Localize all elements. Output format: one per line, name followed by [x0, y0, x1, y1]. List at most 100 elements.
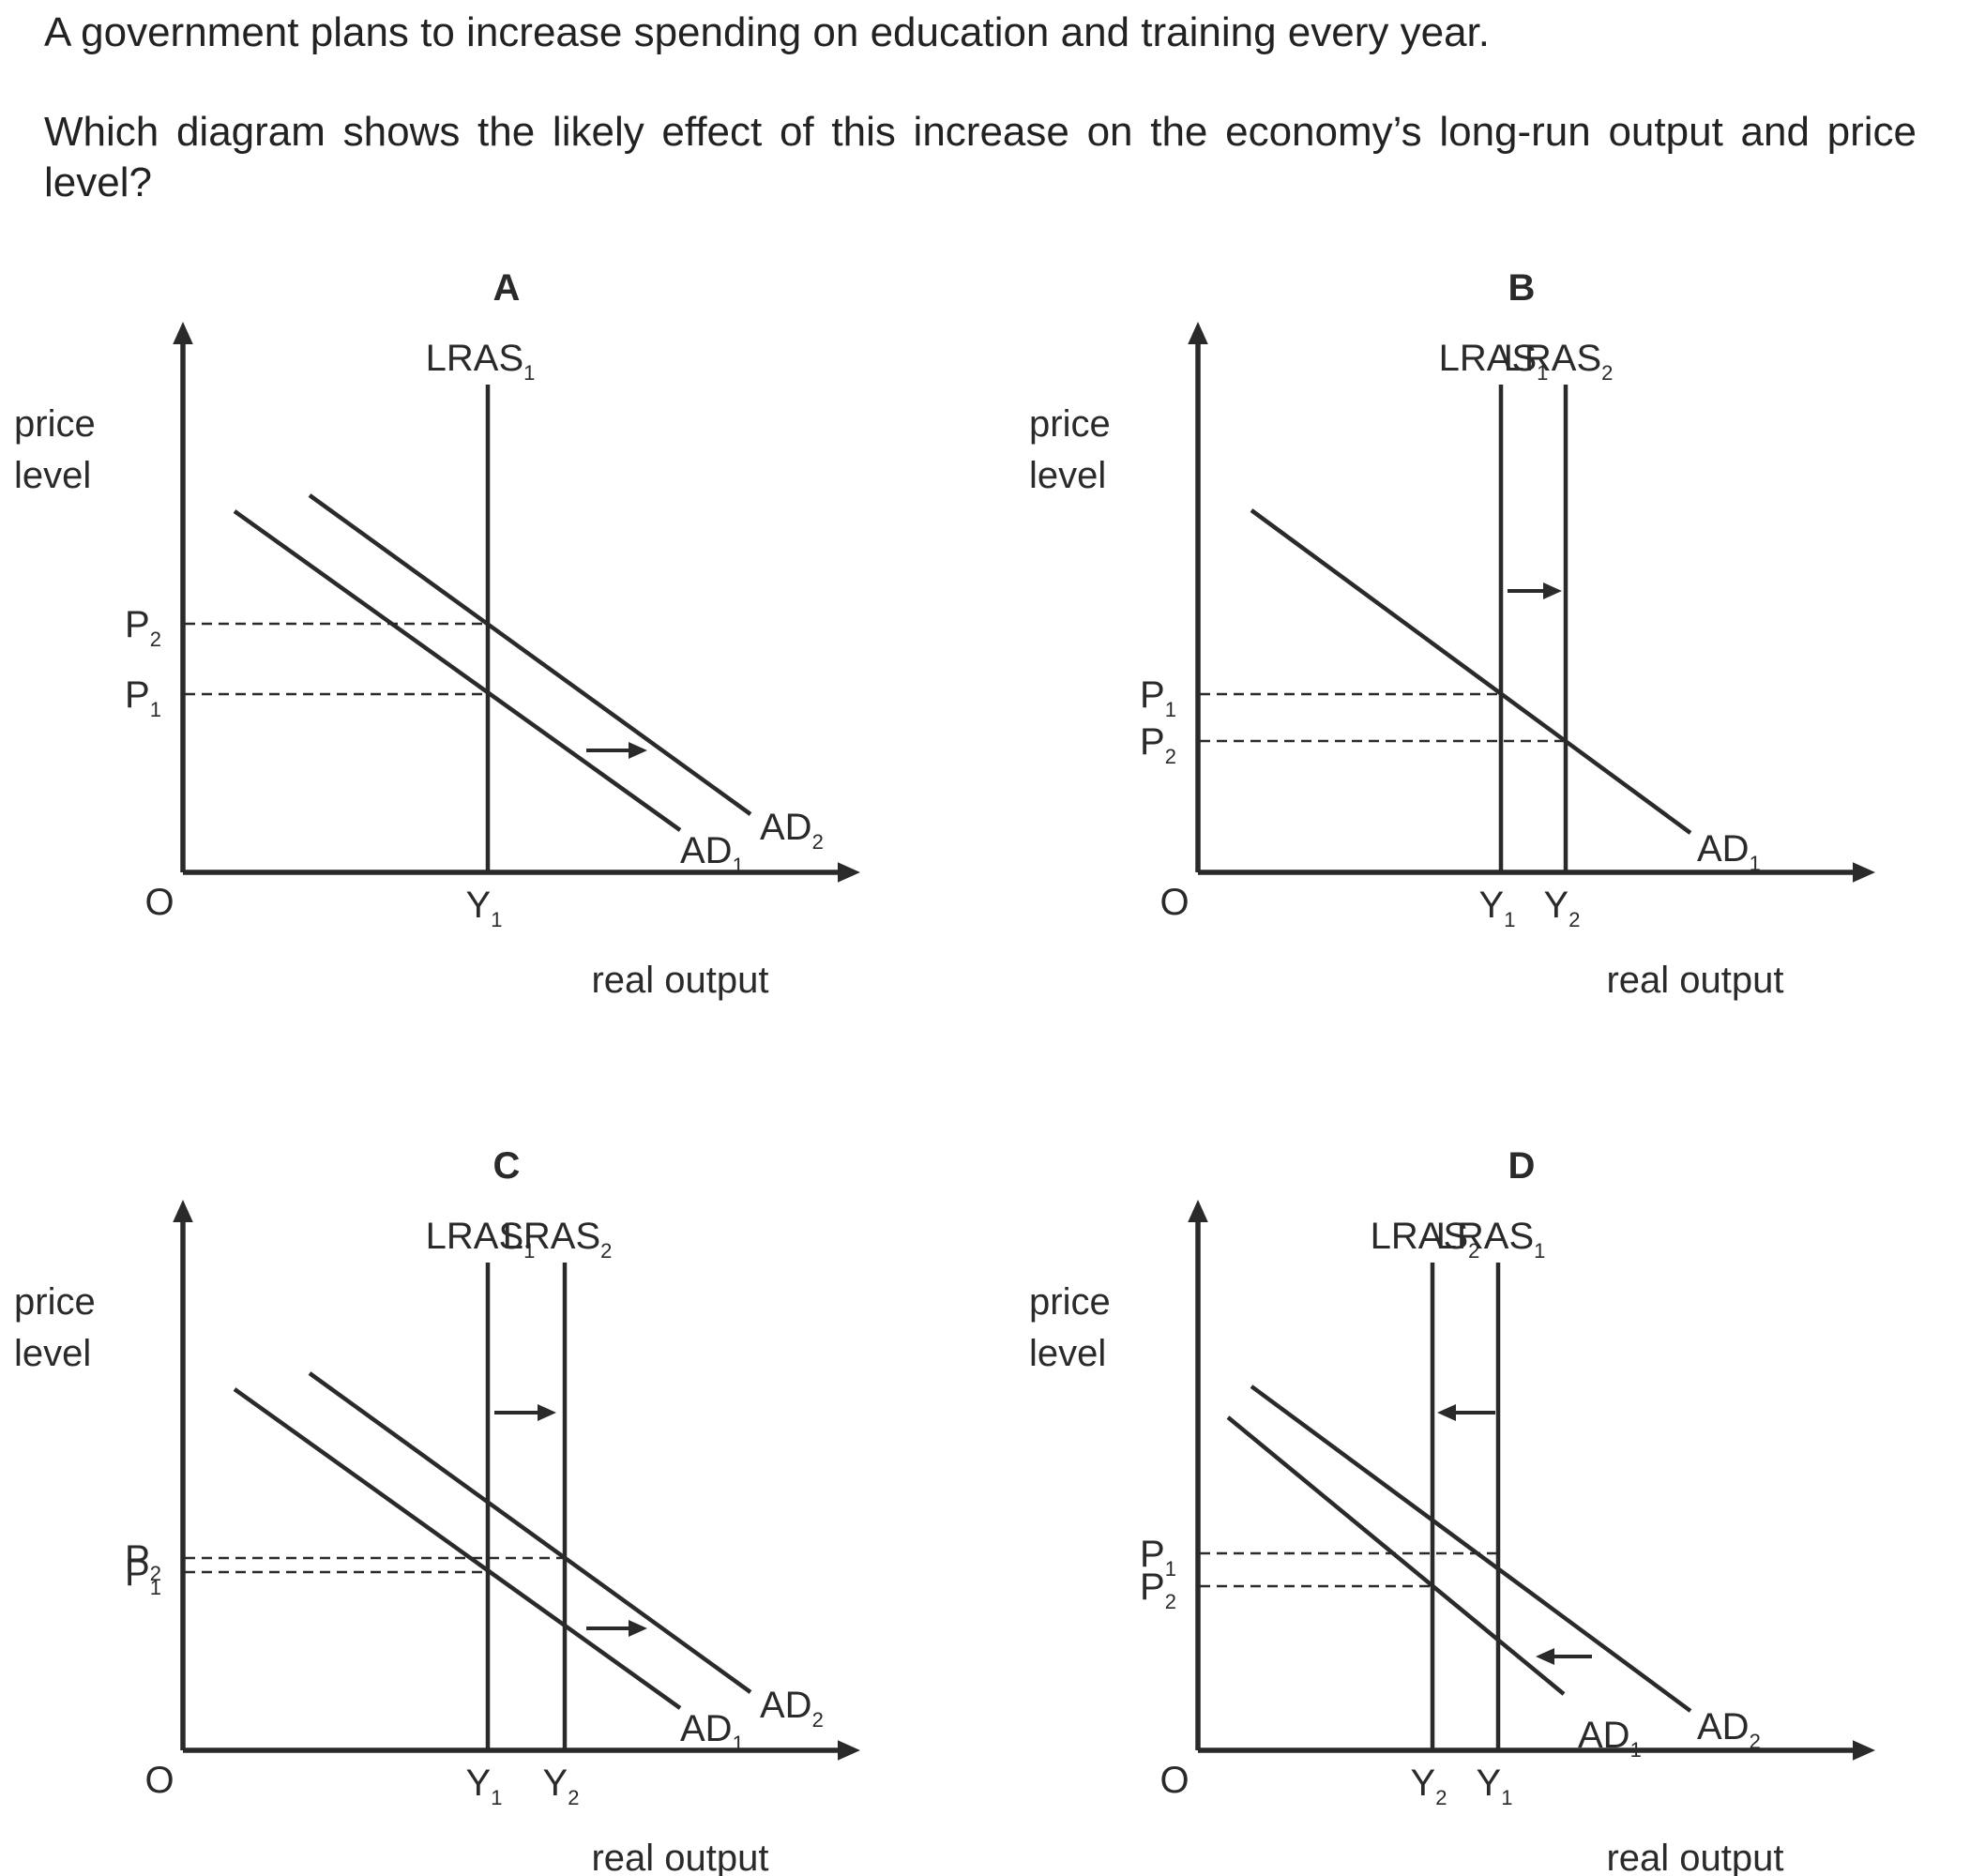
ad-label-main: AD — [1697, 828, 1750, 870]
lras-label-main: LRAS — [1504, 338, 1602, 379]
ad-label-main: AD — [1578, 1715, 1630, 1756]
output-label-subscript: 2 — [1435, 1786, 1447, 1809]
y-axis-label-line2: level — [14, 1333, 91, 1374]
output-label-subscript: 2 — [568, 1786, 579, 1809]
price-label-p2-main: P — [125, 604, 150, 645]
output-label-main: Y — [1544, 885, 1569, 926]
output-label: Y1 — [1479, 885, 1516, 931]
price-label-p1-subscript: 1 — [1165, 698, 1176, 721]
y-axis-label-line1: price — [14, 403, 96, 445]
diagram-letter: A — [493, 267, 521, 309]
price-label-p1: P1 — [1140, 1534, 1176, 1581]
price-label-p2: P2 — [1140, 1566, 1176, 1613]
x-axis-label: real output — [1606, 1838, 1783, 1876]
ad-label-subscript: 1 — [733, 1732, 744, 1755]
lras-label: LRAS1 — [1436, 1216, 1546, 1263]
ad-line — [1250, 508, 1692, 835]
y-axis-arrowhead — [173, 322, 193, 344]
shift-arrow-head — [629, 1620, 647, 1637]
origin-label: O — [144, 882, 174, 923]
question-line-1: A government plans to increase spending … — [44, 9, 1491, 55]
lras-label-subscript: 2 — [1468, 1239, 1479, 1263]
ad-label-main: AD — [680, 1708, 733, 1749]
x-axis-arrowhead — [838, 1740, 860, 1761]
output-label-subscript: 1 — [491, 1786, 502, 1809]
output-label-subscript: 1 — [1501, 1786, 1512, 1809]
y-axis-arrowhead — [1188, 1200, 1208, 1222]
output-label-subscript: 2 — [1568, 908, 1580, 931]
ad-label-subscript: 1 — [733, 854, 744, 877]
y-axis-label-line2: level — [14, 455, 91, 496]
lras-label-subscript: 2 — [600, 1239, 612, 1263]
price-label-p2-main: P — [1140, 1566, 1165, 1608]
shift-arrow — [586, 1620, 647, 1637]
ad-label: AD1 — [680, 1708, 744, 1755]
ad-label: AD1 — [1578, 1715, 1642, 1762]
ad-label-subscript: 1 — [1750, 852, 1761, 875]
origin-label: O — [144, 1760, 174, 1801]
ad-line — [308, 493, 752, 816]
y-axis-label-line2: level — [1029, 455, 1106, 496]
price-label-p2: P2 — [125, 1538, 161, 1585]
x-axis-arrowhead — [838, 862, 860, 883]
output-label-subscript: 1 — [1504, 908, 1515, 931]
ad-label-subscript: 2 — [812, 1708, 824, 1732]
price-label-p1-main: P — [1140, 1534, 1165, 1575]
ad-label-subscript: 1 — [1630, 1738, 1642, 1762]
lras-label-subscript: 1 — [1534, 1239, 1545, 1263]
y-axis-label-line1: price — [14, 1281, 96, 1323]
ad-line — [308, 1371, 752, 1694]
shift-arrow-head — [1543, 582, 1562, 599]
lras-label-subscript: 1 — [523, 1239, 535, 1263]
lras-label-subscript: 1 — [523, 361, 535, 385]
ad-line — [1250, 1384, 1692, 1713]
output-label-main: Y — [1411, 1763, 1436, 1804]
diagram-letter: D — [1508, 1145, 1536, 1187]
shift-arrow — [1437, 1404, 1495, 1421]
output-label-main: Y — [466, 1763, 492, 1804]
lras-label-subscript: 2 — [1601, 361, 1613, 385]
price-label-p2: P2 — [1140, 721, 1176, 768]
price-label-p1-subscript: 1 — [150, 1576, 161, 1599]
output-label-main: Y — [466, 885, 492, 926]
y-axis-label-line1: price — [1029, 1281, 1111, 1323]
ad-label-subscript: 2 — [812, 830, 824, 854]
price-label-p2-subscript: 2 — [150, 1562, 161, 1585]
origin-label: O — [1159, 1760, 1189, 1801]
output-label-subscript: 1 — [491, 908, 502, 931]
output-label: Y2 — [1411, 1763, 1447, 1809]
lras-label-subscript: 1 — [1537, 361, 1548, 385]
output-label-main: Y — [1477, 1763, 1502, 1804]
price-label-p2-subscript: 2 — [1165, 1590, 1176, 1613]
output-label: Y2 — [1544, 885, 1581, 931]
shift-arrow — [1508, 582, 1562, 599]
lras-label-main: LRAS — [426, 1216, 524, 1257]
price-label-p2-subscript: 2 — [150, 628, 161, 651]
price-label-p1-main: P — [125, 674, 150, 716]
lras-label-main: LRAS — [1439, 338, 1538, 379]
ad-line — [233, 509, 682, 832]
x-axis-label: real output — [591, 960, 768, 1001]
lras-label-main: LRAS — [503, 1216, 601, 1257]
output-label: Y1 — [1477, 1763, 1513, 1809]
shift-arrow-head — [1437, 1404, 1456, 1421]
diagram-letter: B — [1508, 267, 1536, 309]
price-label-p1: P1 — [125, 1552, 161, 1599]
ad-line — [233, 1387, 682, 1710]
ad-label: AD2 — [1697, 1706, 1761, 1753]
ad-label: AD2 — [760, 807, 824, 854]
y-axis-label-line1: price — [1029, 403, 1111, 445]
price-label-p1: P1 — [1140, 674, 1176, 721]
shift-arrow-head — [1536, 1648, 1554, 1665]
output-label-main: Y — [543, 1763, 568, 1804]
lras-label-main: LRAS — [426, 338, 524, 379]
ad-label: AD1 — [1697, 828, 1761, 875]
x-axis-label: real output — [1606, 960, 1783, 1001]
output-label: Y1 — [466, 885, 503, 931]
price-label-p1-main: P — [1140, 674, 1165, 716]
shift-arrow — [586, 742, 647, 759]
x-axis-label: real output — [591, 1838, 768, 1876]
x-axis-arrowhead — [1853, 862, 1875, 883]
